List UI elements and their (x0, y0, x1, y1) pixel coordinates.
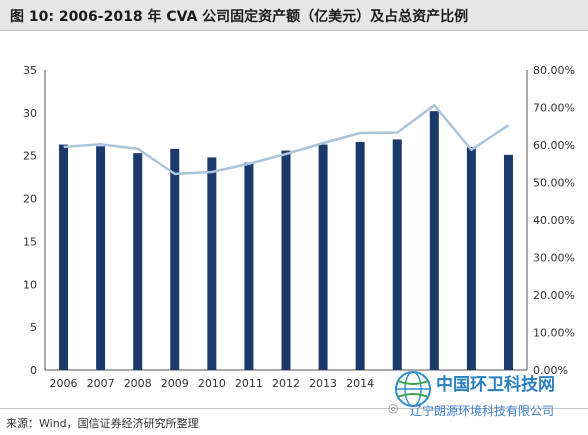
bar-2013 (318, 144, 328, 370)
right-y-tick-label: 0.00% (533, 364, 568, 377)
bar-2015 (392, 139, 402, 370)
right-y-tick-labels: 0.00% 10.00% 20.00% 30.00% 40.00% 50.00% 60.00… (533, 64, 575, 377)
right-y-tick-label: 80.00% (533, 64, 575, 77)
right-y-tick-label: 20.00% (533, 289, 575, 302)
x-tick-label: 2009 (161, 377, 189, 390)
left-y-tick-label: 15 (23, 235, 37, 248)
bar-2007 (96, 146, 106, 370)
x-tick-label: 2014 (346, 377, 374, 390)
right-y-tick-label: 10.00% (533, 327, 575, 340)
x-tick-label: 2008 (124, 377, 152, 390)
left-y-tick-label: 5 (30, 321, 37, 334)
bar-2018 (503, 154, 513, 370)
bar-2014 (355, 142, 365, 370)
watermark-company-name: 辽宁朗源环境科技有限公司 (410, 404, 555, 418)
left-y-tick-label: 35 (23, 64, 37, 77)
left-y-tick-labels: 0 5 10 15 20 25 30 35 (23, 64, 37, 377)
x-tick-label: 2011 (235, 377, 263, 390)
x-tick-labels: 2006 2007 2008 2009 2010 2011 2012 2013 2014 (50, 377, 375, 390)
ratio-line (63, 104, 510, 176)
x-tick-label: 2006 (50, 377, 78, 390)
bar-2012 (281, 150, 291, 370)
x-tick-label: 2013 (309, 377, 337, 390)
title-bar: 图 10: 2006-2018 年 CVA 公司固定资产额（亿美元）及占总资产比… (0, 0, 588, 31)
right-y-tick-label: 50.00% (533, 177, 575, 190)
bar-series (59, 111, 513, 371)
chart-title: 图 10: 2006-2018 年 CVA 公司固定资产额（亿美元）及占总资产比… (10, 9, 469, 25)
left-y-tick-label: 25 (23, 150, 37, 163)
bar-2009 (170, 148, 180, 370)
right-y-tick-label: 60.00% (533, 139, 575, 152)
bar-2008 (133, 153, 143, 370)
x-tick-label: 2012 (272, 377, 300, 390)
left-y-tick-label: 0 (30, 364, 37, 377)
bar-2016 (429, 111, 439, 371)
source-note: 来源：Wind，国信证券经济研究所整理 (6, 417, 199, 430)
wechat-icon: ◎ (388, 401, 399, 415)
source-bar: 来源：Wind，国信证券经济研究所整理 (0, 408, 588, 435)
left-y-tick-label: 10 (23, 278, 37, 291)
bar-2011 (244, 162, 254, 370)
x-tick-label: 2010 (198, 377, 226, 390)
bar-2017 (466, 147, 476, 370)
x-tick-label: 2007 (87, 377, 115, 390)
globe-logo-icon (395, 371, 431, 407)
watermark: 中国环卫科技网 ◎ 辽宁朗源环境科技有限公司 (388, 368, 582, 426)
bar-2006 (59, 144, 69, 370)
right-y-tick-label: 30.00% (533, 252, 575, 265)
right-y-tick-label: 70.00% (533, 102, 575, 115)
left-y-tick-label: 20 (23, 193, 37, 206)
watermark-site-name: 中国环卫科技网 (436, 375, 555, 395)
chart: 0 5 10 15 20 25 30 35 0.00% 10.00% 20.00% 30.00% 40… (23, 64, 575, 390)
right-y-tick-label: 40.00% (533, 214, 575, 227)
left-y-tick-label: 30 (23, 107, 37, 120)
bar-2010 (207, 157, 217, 370)
